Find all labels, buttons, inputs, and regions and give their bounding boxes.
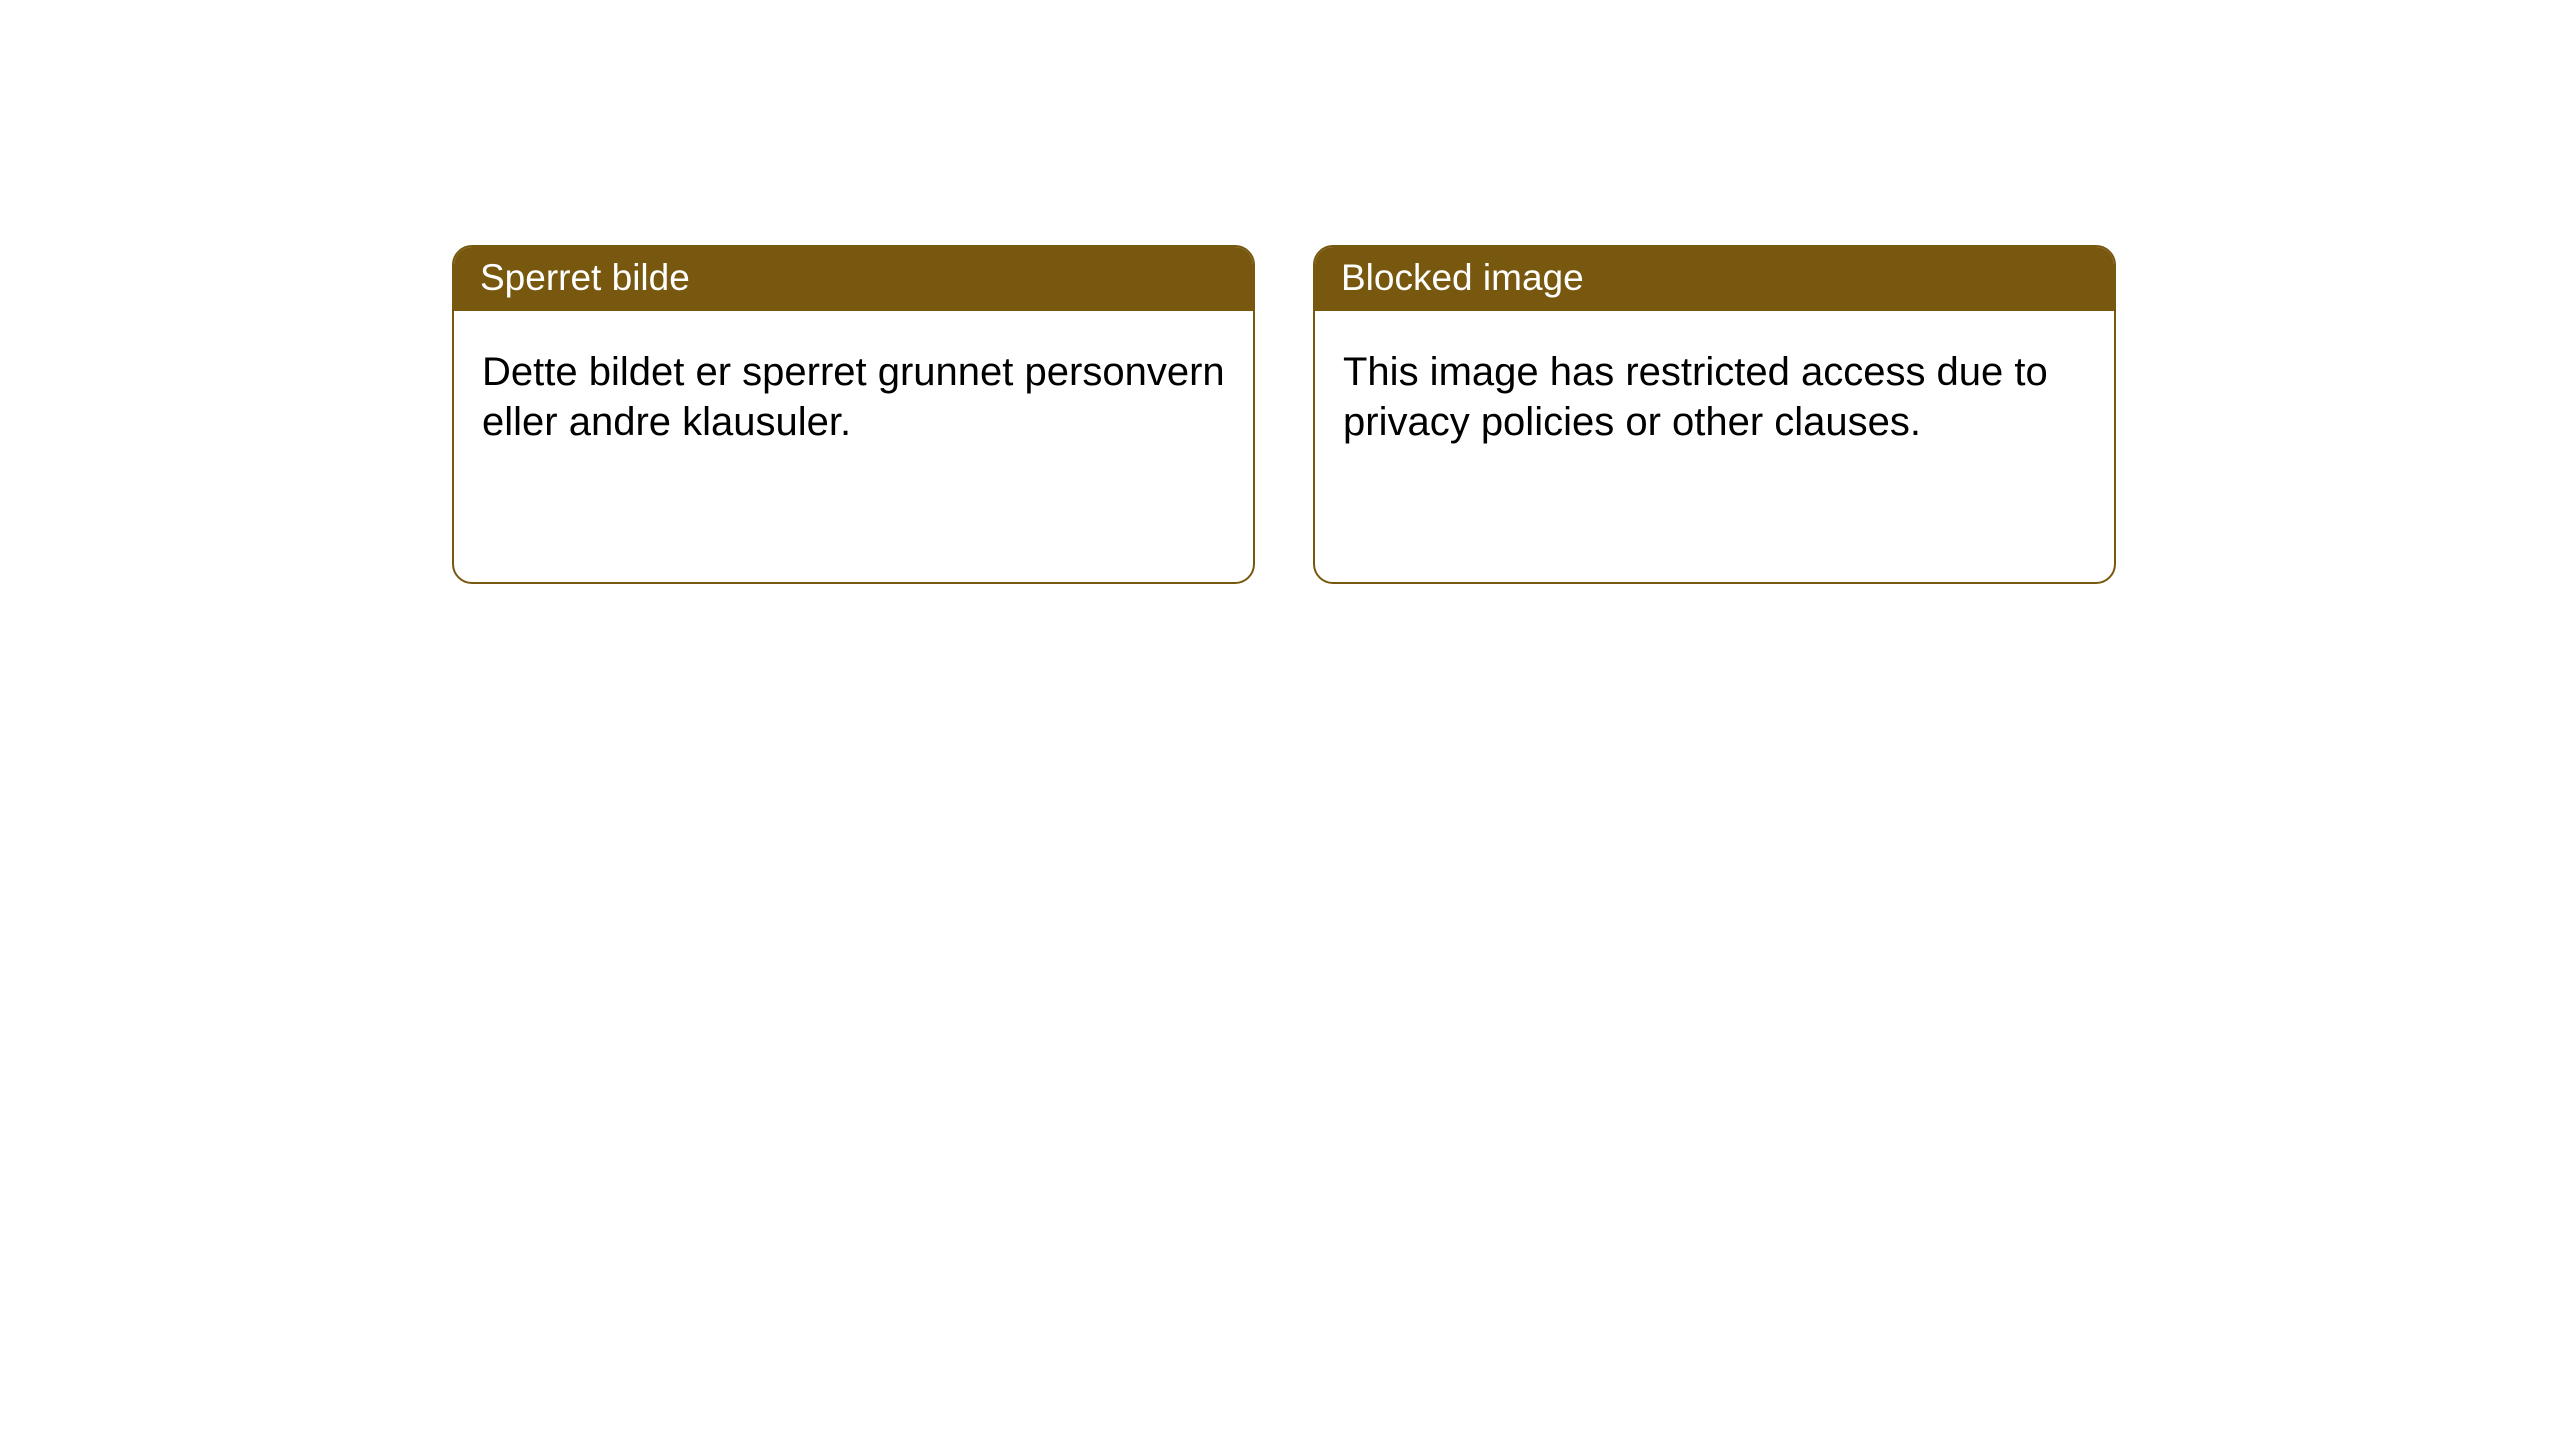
blocked-image-card-norwegian: Sperret bilde Dette bildet er sperret gr… [452,245,1255,584]
notice-container: Sperret bilde Dette bildet er sperret gr… [0,0,2560,584]
card-title: Blocked image [1315,247,2114,311]
card-body-text: This image has restricted access due to … [1315,311,2114,484]
card-body-text: Dette bildet er sperret grunnet personve… [454,311,1253,484]
blocked-image-card-english: Blocked image This image has restricted … [1313,245,2116,584]
card-title: Sperret bilde [454,247,1253,311]
